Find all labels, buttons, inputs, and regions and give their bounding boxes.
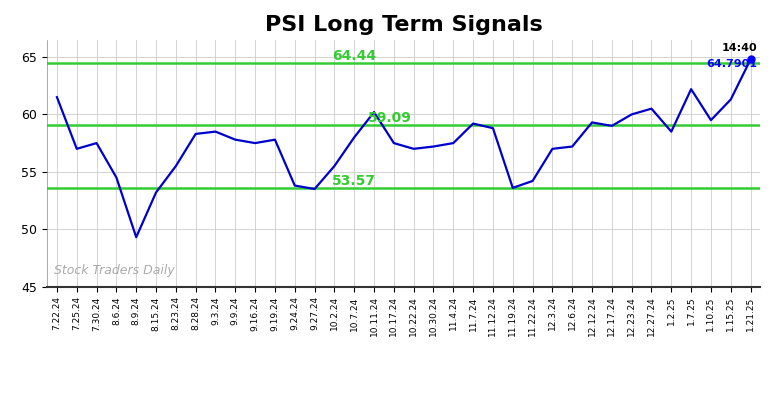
- Text: 64.44: 64.44: [332, 49, 376, 63]
- Text: 59.09: 59.09: [368, 111, 412, 125]
- Title: PSI Long Term Signals: PSI Long Term Signals: [265, 16, 543, 35]
- Text: 64.7901: 64.7901: [706, 59, 757, 69]
- Text: 53.57: 53.57: [332, 174, 376, 188]
- Text: Stock Traders Daily: Stock Traders Daily: [54, 264, 175, 277]
- Text: 14:40: 14:40: [722, 43, 757, 53]
